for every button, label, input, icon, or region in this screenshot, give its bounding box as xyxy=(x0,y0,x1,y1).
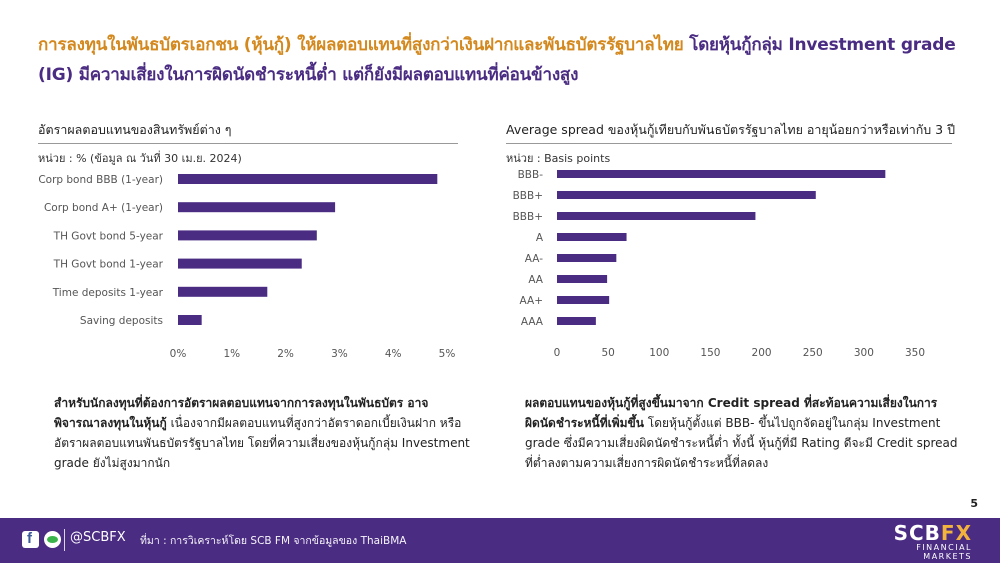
spread-bar xyxy=(557,254,617,262)
spread-x-tick-label: 50 xyxy=(601,347,614,359)
yield-category-label: Corp bond A+ (1-year) xyxy=(44,202,163,214)
left-note-text: เนื่องจากมีผลตอบแทนที่สูงกว่าอัตราดอกเบี… xyxy=(54,416,470,470)
yield-category-label: Corp bond BBB (1-year) xyxy=(38,174,163,186)
footer-bar: @SCBFX ที่มา : การวิเคราะห์โดย SCB FM จา… xyxy=(0,518,1000,563)
spread-bar xyxy=(557,191,816,199)
spread-category-label: BBB- xyxy=(518,169,544,181)
yield-x-tick-label: 0% xyxy=(170,348,187,360)
spread-bar xyxy=(557,296,610,304)
left-panel-header: อัตราผลตอบแทนของสินทรัพย์ต่าง ๆ หน่วย : … xyxy=(38,120,458,167)
spread-category-label: AA+ xyxy=(520,295,543,307)
spread-category-label: BBB+ xyxy=(513,190,543,202)
spread-category-label: A xyxy=(536,232,544,244)
logo-fx-text: FX xyxy=(940,521,972,545)
spread-x-tick-label: 0 xyxy=(554,347,561,359)
left-panel-title: อัตราผลตอบแทนของสินทรัพย์ต่าง ๆ xyxy=(38,120,458,144)
page-number: 5 xyxy=(970,497,978,510)
right-panel-title: Average spread ของหุ้นกู้เทียบกับพันธบัต… xyxy=(506,120,955,144)
logo-scb-text: SCB xyxy=(893,521,941,545)
yield-bar xyxy=(178,286,268,297)
yield-bar xyxy=(178,315,202,325)
left-note-bold: สำหรับนักลงทุนที่ต้องการอัตราผลตอบแทนจาก… xyxy=(54,396,429,430)
logo-sub-2: MARKETS xyxy=(923,552,972,561)
spread-bar xyxy=(557,233,627,241)
yield-category-label: TH Govt bond 1-year xyxy=(53,259,164,271)
yield-x-tick-label: 2% xyxy=(277,348,294,360)
spread-x-tick-label: 300 xyxy=(854,347,874,359)
yield-bar xyxy=(178,230,317,241)
spread-category-label: AA- xyxy=(525,253,543,265)
facebook-icon[interactable] xyxy=(22,530,39,548)
source-note: ที่มา : การวิเคราะห์โดย SCB FM จากข้อมูล… xyxy=(140,535,407,547)
spread-bar xyxy=(557,212,756,220)
left-panel-unit: หน่วย : % (ข้อมูล ณ วันที่ 30 เม.ย. 2024… xyxy=(38,152,242,165)
right-note: ผลตอบแทนของหุ้นกู้ที่สูงขึ้นมาจาก Credit… xyxy=(525,393,965,473)
spread-category-label: AA xyxy=(528,274,543,286)
social-icons xyxy=(22,530,61,548)
line-app-icon[interactable] xyxy=(44,531,61,548)
spread-bar xyxy=(557,170,886,178)
yield-bar xyxy=(178,258,302,269)
yield-x-tick-label: 1% xyxy=(223,348,240,360)
right-note-text: โดยหุ้นกู้ตั้งแต่ BBB- ขึ้นไปถูกจัดอยู่ใ… xyxy=(525,416,958,470)
spread-x-tick-label: 250 xyxy=(803,347,823,359)
yield-bar xyxy=(178,174,438,184)
headline: การลงทุนในพันธบัตรเอกชน (หุ้นกู้) ให้ผลต… xyxy=(38,30,968,90)
yield-bar xyxy=(178,202,336,213)
spread-category-label: AAA xyxy=(521,316,544,328)
spread-x-tick-label: 150 xyxy=(700,347,720,359)
yield-x-tick-label: 4% xyxy=(385,348,402,360)
headline-part-1: การลงทุนในพันธบัตรเอกชน (หุ้นกู้) ให้ผลต… xyxy=(38,35,684,55)
spread-bar xyxy=(557,275,608,283)
logo-sub-1: FINANCIAL xyxy=(916,543,972,552)
spread-x-tick-label: 100 xyxy=(649,347,669,359)
right-note-bold: ผลตอบแทนของหุ้นกู้ที่สูงขึ้นมาจาก Credit… xyxy=(525,396,938,430)
spread-category-label: BBB+ xyxy=(513,211,543,223)
spread-x-tick-label: 350 xyxy=(905,347,925,359)
right-panel-unit: หน่วย : Basis points xyxy=(506,152,611,165)
social-handle[interactable]: @SCBFX xyxy=(70,530,126,545)
left-note: สำหรับนักลงทุนที่ต้องการอัตราผลตอบแทนจาก… xyxy=(54,393,474,473)
right-panel-header: Average spread ของหุ้นกู้เทียบกับพันธบัต… xyxy=(506,120,955,167)
spread-bar xyxy=(557,317,596,325)
headline-part-2: โดยหุ้นกู้กลุ่ม Investment grade (IG) มี… xyxy=(38,35,956,85)
spread-x-tick-label: 200 xyxy=(752,347,772,359)
scbfx-logo: SCBFX FINANCIAL MARKETS xyxy=(894,523,972,561)
yield-x-tick-label: 3% xyxy=(331,348,348,360)
yield-x-tick-label: 5% xyxy=(439,348,456,360)
yield-category-label: TH Govt bond 5-year xyxy=(53,230,164,242)
footer-divider xyxy=(64,529,65,551)
yield-category-label: Time deposits 1-year xyxy=(52,287,164,299)
yield-category-label: Saving deposits xyxy=(80,315,163,327)
